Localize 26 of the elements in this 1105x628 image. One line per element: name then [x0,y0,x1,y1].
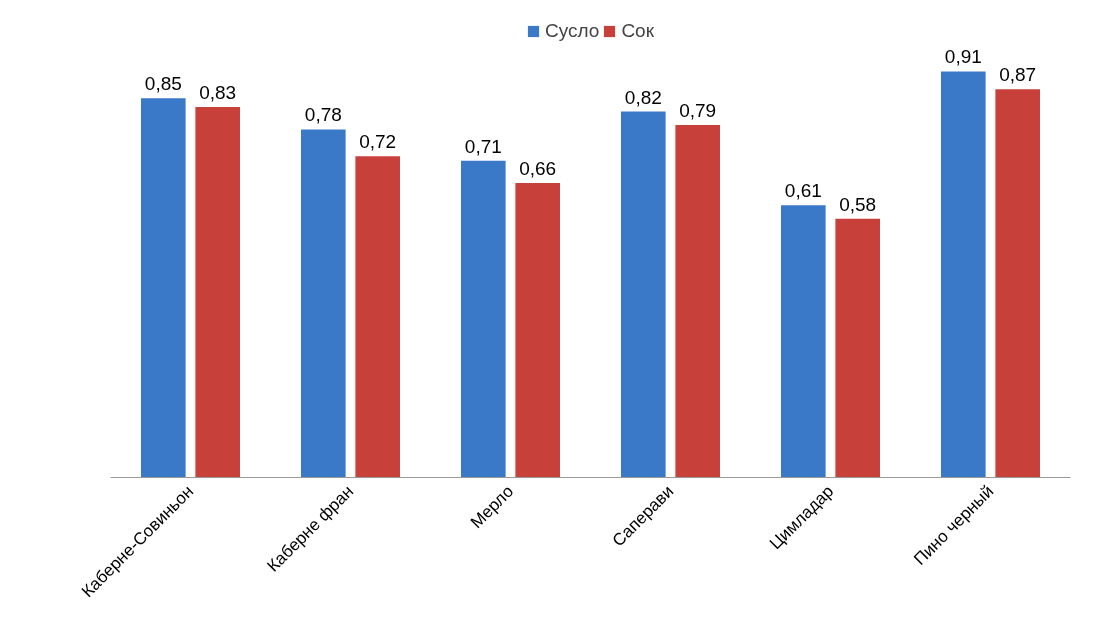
data-label: 0,72 [359,131,397,153]
legend-label: Сок [621,20,654,42]
bar [461,160,506,478]
data-label: 0,78 [304,104,342,126]
data-label: 0,58 [839,193,877,215]
data-label: 0,85 [144,73,182,95]
data-label: 0,82 [624,86,662,108]
data-label: 0,71 [464,135,502,157]
bar [195,107,240,478]
data-label: 0,87 [999,64,1037,86]
bar [835,218,880,478]
bar [781,205,826,478]
data-label: 0,83 [199,82,237,104]
bar [141,98,186,478]
bar [675,124,720,478]
bar [515,182,560,478]
bar [941,71,986,478]
data-label: 0,66 [519,157,557,179]
data-label: 0,61 [784,180,822,202]
legend-label: Сусло [545,20,600,42]
bar [301,129,346,478]
data-label: 0,91 [944,46,982,68]
bar [995,89,1040,478]
bar [355,156,400,478]
data-label: 0,79 [679,99,717,121]
bar [621,111,666,478]
